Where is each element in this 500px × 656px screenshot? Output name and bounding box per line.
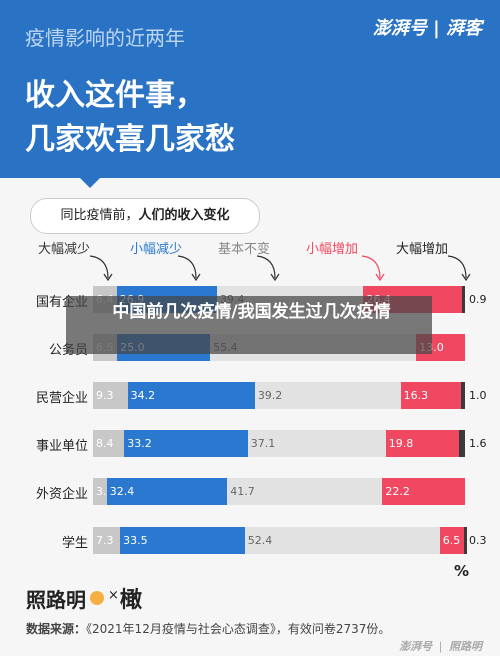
bar-segment [385,430,460,457]
header-subtitle: 疫情影响的近两年 [25,26,185,50]
category-label: 学生 [61,536,88,551]
header-banner: 疫情影响的近两年 收入这件事， 几家欢喜几家愁 澎湃号 | 湃客 [0,0,500,178]
source-label: 数据来源： [26,622,87,636]
bar-segment [400,382,462,409]
bar-segment [439,527,464,554]
bar-segment [461,382,465,409]
bar-segment [247,430,386,457]
value-label: 0.9 [469,293,487,306]
legend-arrow-icon-2 [256,255,280,282]
bar-segment [93,382,128,409]
legend-label-0: 大幅减少 [38,242,91,257]
header-title-line1: 收入这件事， [25,78,205,113]
header-logo: 澎湃号 | 湃客 [372,18,482,39]
value-label: 33.2 [127,437,152,450]
data-source: 数据来源：《2021年12月疫情与社会心态调查》，有效问卷2737份。 [26,620,390,637]
bar-segment [120,527,245,554]
bar-segment [461,286,465,313]
category-label: 外资企业 [35,487,88,502]
chart-title-plain: 同比疫情前， [60,208,139,223]
footer-brand-left: 照路明 [26,588,86,612]
value-label: 22.2 [385,485,410,498]
value-label: 32.4 [109,485,135,498]
value-label: 37.1 [250,437,276,450]
value-label: 39.2 [257,389,283,402]
value-label: 19.8 [388,437,414,450]
unit-label: % [454,562,470,580]
legend-label-1: 小幅减少 [130,242,183,257]
value-label: 1.0 [469,389,487,402]
value-label: 0.3 [469,534,487,547]
footer-brand-right: 橄 [120,587,143,613]
chart-title: 同比疫情前，人们的收入变化 [30,198,260,234]
bar-segment [382,478,465,505]
header-title-line2: 几家欢喜几家愁 [25,122,235,157]
bar-segment [244,527,440,554]
header-notch [78,176,102,188]
source-text: 《2021年12月疫情与社会心态调查》，有效问卷2737份。 [86,622,391,636]
legend-label-4: 大幅增加 [396,242,449,257]
bar-segment [127,382,255,409]
value-label: 7.3 [96,534,114,547]
footer-times: × [108,588,119,603]
value-label: 33.5 [123,534,148,547]
bar-segment [459,430,466,457]
caption-overlay [66,296,432,354]
legend-arrow-icon-4 [447,255,471,282]
value-label: 9.3 [96,389,114,402]
value-label: 6.5 [442,534,461,547]
footer-logo: 澎湃号 ❘ 照路明 [399,640,482,653]
bar-segment [463,527,467,554]
caption-overlay-text: 中国前几次疫情/我国发生过几次疫情 [112,302,391,322]
bar-segment [124,430,248,457]
bar-segment [227,478,383,505]
bar-segment [254,382,401,409]
category-label: 民营企业 [35,391,88,406]
value-label: 8.4 [96,437,114,450]
bar-segment [93,478,107,505]
legend-arrow-icon-1 [177,255,201,282]
legend-label-2: 基本不变 [218,242,271,257]
brand-dot-icon [90,591,104,605]
value-label: 34.2 [130,389,156,402]
value-label: 52.4 [247,534,273,547]
chart-title-bold: 人们的收入变化 [138,208,230,223]
value-label: 1.6 [469,437,487,450]
bar-segment [93,527,121,554]
bar-segment [93,430,125,457]
value-label: 16.3 [403,389,429,402]
value-label: 41.7 [230,485,255,498]
legend-arrow-icon-3 [361,255,385,282]
legend-arrow-icon-0 [89,255,113,282]
bar-segment [106,478,228,505]
legend-label-3: 小幅增加 [306,242,359,257]
category-label: 事业单位 [35,439,88,454]
